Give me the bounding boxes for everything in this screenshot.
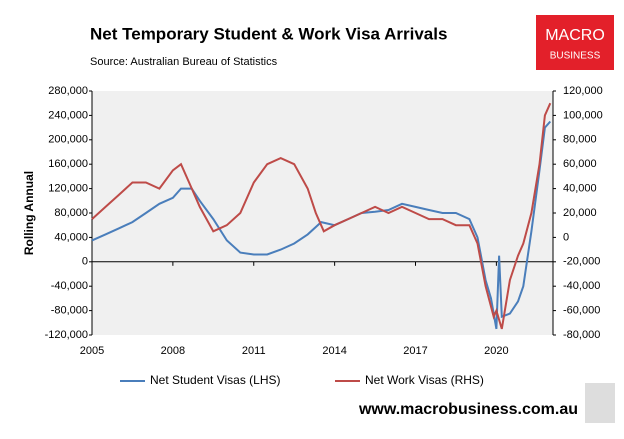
x-tick-label: 2017: [403, 345, 427, 357]
y-axis-label: Rolling Annual: [22, 171, 36, 255]
y2-tick-label: -40,000: [563, 280, 600, 292]
x-tick-label: 2008: [161, 345, 185, 357]
legend-label: Net Student Visas (LHS): [150, 373, 281, 387]
x-tick-label: 2014: [322, 345, 346, 357]
chart-title: Net Temporary Student & Work Visa Arriva…: [90, 24, 447, 43]
legend-label: Net Work Visas (RHS): [365, 373, 484, 387]
y-tick-label: -80,000: [51, 305, 88, 317]
y-tick-label: 280,000: [48, 85, 88, 97]
y2-tick-label: 60,000: [563, 158, 597, 170]
y-tick-label: 120,000: [48, 183, 88, 195]
y-tick-label: 200,000: [48, 134, 88, 146]
x-tick-label: 2005: [80, 345, 104, 357]
y2-tick-label: 40,000: [563, 183, 597, 195]
y2-tick-label: 0: [563, 231, 569, 243]
y2-tick-label: 20,000: [563, 207, 597, 219]
logo-text: BUSINESS: [550, 51, 601, 62]
y-tick-label: -40,000: [51, 280, 88, 292]
y2-tick-label: -80,000: [563, 329, 600, 341]
plot-area: [92, 91, 553, 335]
x-tick-label: 2020: [484, 345, 508, 357]
y2-tick-label: 100,000: [563, 109, 603, 121]
y2-tick-label: -60,000: [563, 305, 600, 317]
y-tick-label: 160,000: [48, 158, 88, 170]
y2-tick-label: 80,000: [563, 134, 597, 146]
logo-icon: [585, 383, 615, 423]
website: www.macrobusiness.com.au: [358, 401, 578, 418]
y-tick-label: 240,000: [48, 109, 88, 121]
x-tick-label: 2011: [242, 345, 266, 357]
logo: [536, 15, 614, 70]
y-tick-label: 80,000: [54, 207, 88, 219]
logo-text: MACRO: [545, 27, 605, 44]
y-tick-label: 40,000: [54, 231, 88, 243]
series-line: [91, 102, 552, 330]
y2-tick-label: 120,000: [563, 85, 603, 97]
y2-tick-label: -20,000: [563, 256, 600, 268]
y-tick-label: -120,000: [45, 329, 88, 341]
y-tick-label: 0: [82, 256, 88, 268]
source: Source: Australian Bureau of Statistics: [90, 56, 278, 68]
